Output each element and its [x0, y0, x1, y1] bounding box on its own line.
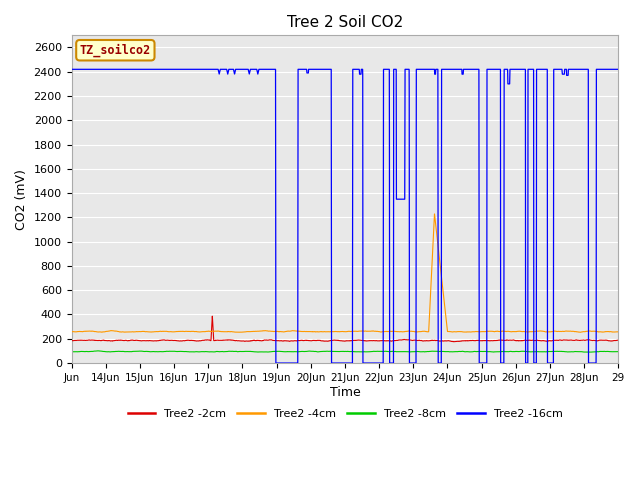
Title: Tree 2 Soil CO2: Tree 2 Soil CO2	[287, 15, 403, 30]
Tree2 -4cm	[431, 211, 438, 217]
Tree2 -2cm	[396, 337, 403, 343]
Tree2 -2cm	[614, 337, 622, 343]
Tree2 -2cm	[424, 338, 431, 344]
Tree2 -2cm	[450, 339, 458, 345]
Legend: Tree2 -2cm, Tree2 -4cm, Tree2 -8cm, Tree2 -16cm: Tree2 -2cm, Tree2 -4cm, Tree2 -8cm, Tree…	[123, 404, 567, 423]
Line: Tree2 -8cm: Tree2 -8cm	[72, 351, 618, 352]
Tree2 -16cm	[272, 360, 280, 366]
Tree2 -4cm	[518, 329, 525, 335]
Tree2 -16cm	[614, 66, 622, 72]
Tree2 -16cm	[68, 66, 76, 72]
Tree2 -8cm	[517, 348, 525, 354]
Tree2 -8cm	[614, 348, 622, 354]
Tree2 -2cm	[209, 313, 216, 319]
Tree2 -4cm	[276, 329, 284, 335]
Tree2 -4cm	[476, 329, 484, 335]
Tree2 -16cm	[476, 360, 483, 366]
Tree2 -16cm	[396, 196, 403, 202]
Tree2 -16cm	[167, 66, 175, 72]
Tree2 -4cm	[424, 329, 431, 335]
Tree2 -2cm	[518, 338, 525, 344]
Tree2 -8cm	[396, 349, 403, 355]
Tree2 -8cm	[167, 348, 175, 354]
Tree2 -4cm	[396, 329, 403, 335]
Tree2 -8cm	[424, 348, 431, 354]
Tree2 -8cm	[68, 349, 76, 355]
Tree2 -4cm	[68, 329, 76, 335]
Tree2 -4cm	[167, 329, 175, 335]
Tree2 -8cm	[95, 348, 103, 354]
Tree2 -8cm	[476, 348, 483, 354]
Tree2 -16cm	[276, 360, 284, 366]
Tree2 -16cm	[517, 66, 525, 72]
Tree2 -8cm	[276, 348, 284, 354]
Tree2 -2cm	[167, 337, 175, 343]
Tree2 -2cm	[476, 338, 484, 344]
Tree2 -2cm	[276, 338, 284, 344]
Line: Tree2 -2cm: Tree2 -2cm	[72, 316, 618, 342]
Line: Tree2 -4cm: Tree2 -4cm	[72, 214, 618, 332]
Y-axis label: CO2 (mV): CO2 (mV)	[15, 169, 28, 229]
Tree2 -2cm	[68, 338, 76, 344]
Tree2 -4cm	[614, 329, 622, 335]
Text: TZ_soilco2: TZ_soilco2	[80, 44, 151, 57]
Line: Tree2 -16cm: Tree2 -16cm	[72, 69, 618, 363]
Tree2 -4cm	[236, 329, 243, 335]
Tree2 -16cm	[424, 66, 431, 72]
X-axis label: Time: Time	[330, 385, 360, 398]
Tree2 -8cm	[586, 349, 593, 355]
